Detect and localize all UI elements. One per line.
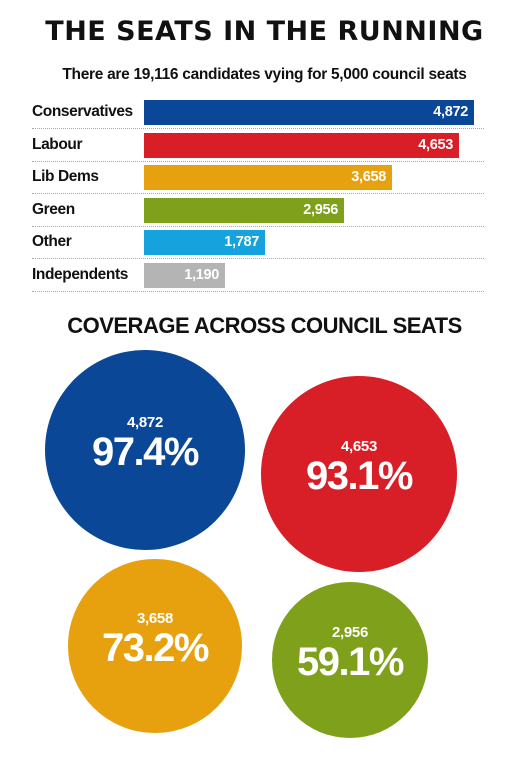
coverage-circle: 2,956 59.1% (272, 582, 428, 738)
bar-category-label: Lib Dems (32, 168, 99, 185)
bar-row: Conservatives 4,872 (32, 96, 484, 129)
circle-count-label: 3,658 (136, 609, 173, 627)
bar-row: Independents 1,190 (32, 259, 484, 292)
bar: 1,190 (144, 262, 225, 288)
bar-category-label: Green (32, 200, 75, 218)
bar: 3,658 (144, 165, 392, 190)
bar-category-label: Other (32, 233, 72, 250)
bar-row: Labour 4,653 (32, 129, 484, 162)
bar-value-label: 3,658 (351, 169, 386, 185)
bar-category-label: Conservatives (32, 103, 133, 120)
page-subtitle: There are 19,116 candidates vying for 5,… (62, 66, 467, 83)
bar: 2,956 (144, 197, 344, 223)
page-title: THE SEATS IN THE RUNNING (45, 16, 484, 47)
bar-value-label: 1,190 (184, 266, 219, 283)
bar: 1,787 (144, 230, 265, 255)
bar: 4,653 (144, 132, 459, 158)
coverage-circle: 3,658 73.2% (68, 559, 242, 733)
circle-count-label: 4,872 (126, 414, 164, 431)
bar-row: Other 1,787 (32, 226, 484, 259)
bar-value-label: 4,653 (418, 136, 453, 153)
bar-value-label: 2,956 (303, 201, 338, 218)
bar-row: Lib Dems 3,658 (32, 161, 484, 194)
circle-percent-label: 73.2% (102, 625, 209, 670)
bar-row: Green 2,956 (32, 194, 484, 227)
bar-category-label: Independents (32, 265, 128, 283)
bar-category-label: Labour (32, 135, 83, 153)
circle-count-label: 4,653 (340, 437, 377, 455)
circle-percent-label: 59.1% (297, 639, 404, 684)
bar-value-label: 1,787 (224, 234, 259, 250)
circle-count-label: 2,956 (331, 623, 368, 641)
section-title: COVERAGE ACROSS COUNCIL SEATS (67, 313, 462, 338)
circle-percent-label: 97.4% (92, 430, 199, 474)
bar-value-label: 4,872 (433, 104, 468, 120)
bar-chart: Conservatives 4,872 Labour 4,653 Lib Dems 3,6… (0, 0, 529, 300)
circle-percent-label: 93.1% (306, 453, 413, 498)
coverage-circle: 4,653 93.1% (261, 376, 457, 572)
coverage-circle: 4,872 97.4% (45, 350, 245, 550)
bar: 4,872 (144, 100, 474, 125)
